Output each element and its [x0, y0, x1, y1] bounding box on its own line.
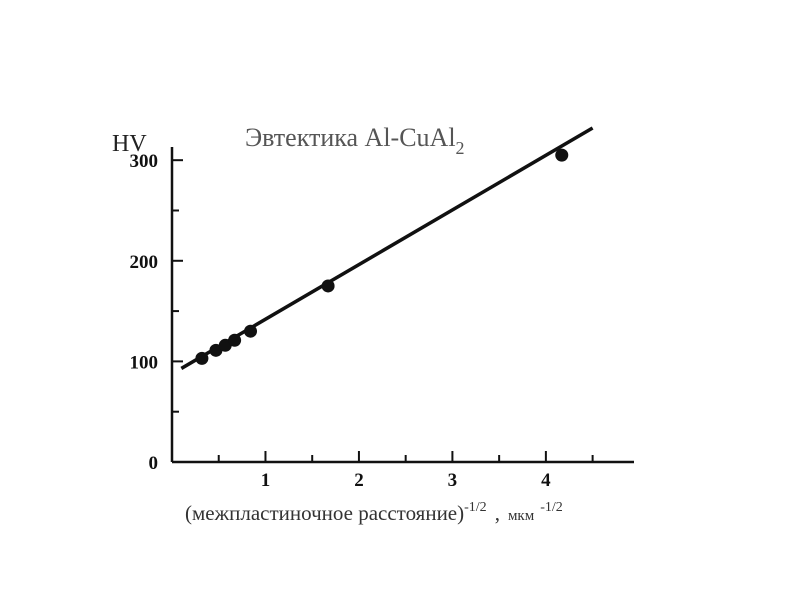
- data-point: [228, 333, 242, 347]
- y-tick-label: 0: [149, 453, 159, 474]
- data-point: [195, 351, 209, 365]
- x-tick-label: 2: [354, 470, 364, 491]
- y-axis-label: HV: [112, 131, 147, 157]
- x-tick-label: 3: [448, 470, 458, 491]
- y-tick-label: 100: [130, 352, 159, 373]
- x-axis-label: (межпластиночное расстояние)-1/2, мкм-1/2: [185, 500, 563, 525]
- data-points: [195, 148, 569, 365]
- x-tick-label: 1: [261, 470, 271, 491]
- y-ticks: 0 100 200 300: [130, 151, 183, 474]
- data-point: [555, 148, 569, 162]
- y-tick-label: 300: [130, 151, 159, 172]
- fit-line: [180, 126, 594, 370]
- x-tick-label: 4: [541, 470, 551, 491]
- data-point: [321, 279, 335, 293]
- chart-title: Эвтектика Al-CuAl2: [245, 123, 465, 158]
- data-point: [244, 324, 258, 338]
- y-tick-label: 200: [130, 252, 159, 273]
- x-ticks: 1 2 3 4: [217, 451, 594, 491]
